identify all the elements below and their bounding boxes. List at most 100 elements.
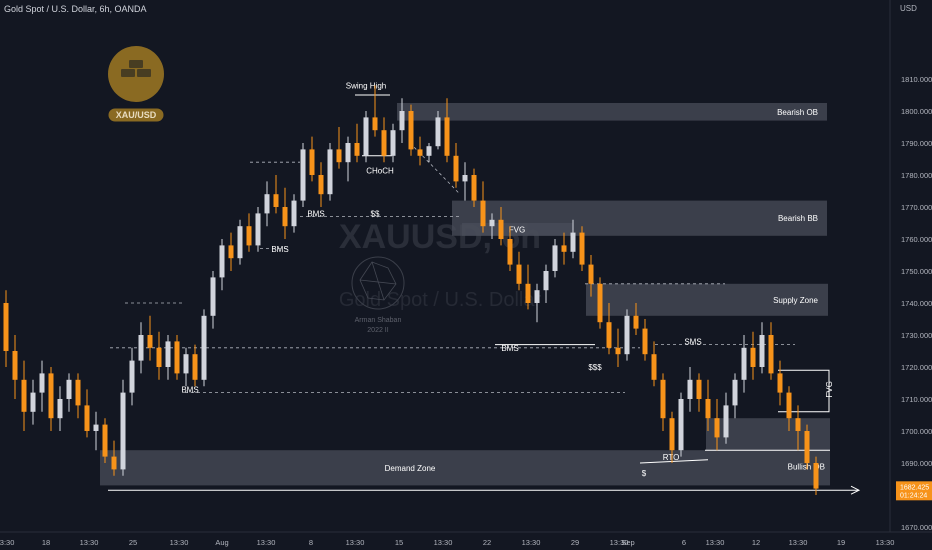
- countdown-label: 01:24:24: [900, 492, 927, 499]
- zone-label: FVG: [509, 225, 525, 234]
- candle-body: [165, 341, 171, 367]
- candle-body: [408, 111, 414, 150]
- candle-body: [606, 322, 612, 348]
- candle-body: [255, 213, 261, 246]
- candle-body: [786, 392, 792, 419]
- candle-body: [57, 399, 63, 419]
- candle-body: [111, 456, 117, 470]
- candle-body: [300, 149, 306, 201]
- zone-3: [586, 283, 828, 316]
- candle-body: [732, 379, 738, 406]
- candle-body: [309, 149, 315, 175]
- watermark-year: 2022 II: [367, 327, 388, 334]
- candle-body: [336, 149, 342, 163]
- candle-body: [660, 379, 666, 419]
- candle-body: [705, 399, 711, 419]
- x-tick-label: 13:30: [522, 538, 541, 547]
- candle-body: [138, 335, 144, 361]
- candle-body: [588, 264, 594, 284]
- y-tick-label: 1710.000: [901, 395, 932, 404]
- last-price-label: 1682.425: [900, 484, 929, 491]
- x-tick-label: 13:30: [0, 538, 14, 547]
- candle-body: [741, 347, 747, 380]
- annotation-label: Swing High: [346, 82, 386, 91]
- x-tick-label: 19: [837, 538, 845, 547]
- candle-body: [120, 392, 126, 470]
- x-tick-label: 6: [682, 538, 686, 547]
- candle-body: [354, 143, 360, 156]
- candle-body: [570, 232, 576, 252]
- candle-body: [597, 283, 603, 323]
- x-tick-label: 13:30: [346, 538, 365, 547]
- candle-body: [714, 418, 720, 438]
- candle-body: [696, 379, 702, 399]
- candle-body: [174, 341, 180, 374]
- annotation-label: SMS: [684, 338, 701, 347]
- candle-body: [489, 219, 495, 227]
- candle-body: [813, 463, 819, 489]
- candle-body: [399, 111, 405, 131]
- candle-body: [372, 117, 378, 131]
- candle-body: [642, 328, 648, 355]
- gold-bar-icon: [137, 69, 151, 77]
- y-tick-label: 1750.000: [901, 267, 932, 276]
- candle-body: [210, 277, 216, 316]
- candle-body: [147, 335, 153, 348]
- currency-label: USD: [900, 4, 917, 13]
- candle-body: [183, 354, 189, 374]
- y-tick-label: 1720.000: [901, 363, 932, 372]
- x-tick-label: 15: [395, 538, 403, 547]
- candle-body: [273, 194, 279, 207]
- x-tick-label: Sep: [621, 538, 634, 547]
- candle-body: [246, 226, 252, 246]
- candle-body: [381, 130, 387, 156]
- zone-label: Supply Zone: [773, 296, 818, 305]
- candle-body: [633, 315, 639, 329]
- candle-body: [30, 392, 36, 412]
- candle-body: [201, 315, 207, 380]
- candle-body: [219, 245, 225, 278]
- candle-body: [426, 146, 432, 156]
- candle-body: [48, 373, 54, 419]
- gold-badge-circle: [108, 46, 164, 102]
- candle-body: [525, 283, 531, 303]
- x-tick-label: 18: [42, 538, 50, 547]
- annotation-label: $$$: [588, 363, 602, 372]
- candle-body: [435, 117, 441, 147]
- zone-label: Bearish BB: [778, 214, 818, 223]
- candle-body: [102, 424, 108, 457]
- candle-body: [507, 239, 513, 265]
- candle-body: [669, 418, 675, 451]
- candle-body: [777, 373, 783, 393]
- candle-body: [129, 360, 135, 393]
- x-tick-label: 12: [752, 538, 760, 547]
- y-tick-label: 1760.000: [901, 235, 932, 244]
- fvg-bracket: [778, 369, 830, 413]
- candle-body: [444, 117, 450, 156]
- candle-body: [768, 335, 774, 374]
- candle-body: [543, 271, 549, 291]
- candle-body: [282, 207, 288, 227]
- candle-body: [12, 351, 18, 380]
- candle-body: [687, 379, 693, 399]
- candle-body: [480, 200, 486, 227]
- x-tick-label: Aug: [215, 538, 228, 547]
- annotation-label: $: [642, 469, 647, 478]
- candle-body: [561, 245, 567, 252]
- candle-body: [318, 175, 324, 195]
- zone-label: Bearish OB: [777, 108, 818, 117]
- candle-body: [39, 373, 45, 393]
- candle-body: [417, 149, 423, 156]
- candle-body: [237, 226, 243, 259]
- arrow-head-icon: [850, 485, 861, 495]
- candle-body: [390, 130, 396, 156]
- y-tick-label: 1810.000: [901, 75, 932, 84]
- annotation-label: $$: [371, 210, 380, 219]
- zone-0: [397, 103, 827, 121]
- y-tick-label: 1800.000: [901, 107, 932, 116]
- candle-body: [516, 264, 522, 284]
- watermark-name: Gold Spot / U.S. Dollar: [339, 289, 542, 311]
- candle-body: [678, 399, 684, 451]
